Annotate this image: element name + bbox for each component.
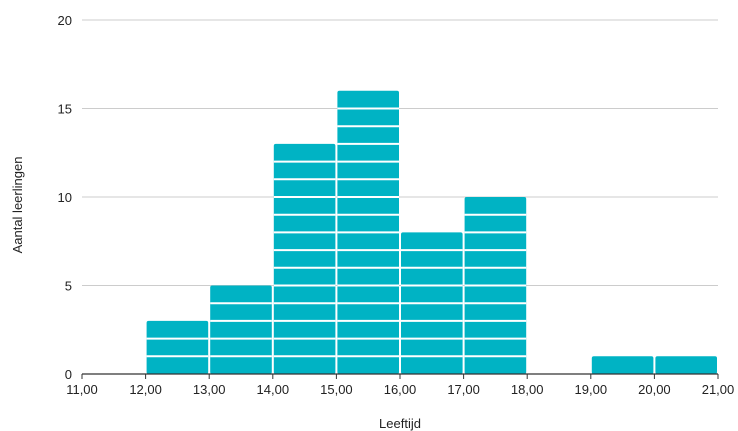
bar-12-13 [146, 320, 209, 374]
axes [81, 373, 719, 379]
x-tick-label: 16,00 [384, 382, 417, 397]
bars [146, 90, 717, 375]
bar-rect [273, 143, 336, 374]
bar-rect [655, 356, 717, 374]
bar-20-21 [655, 356, 717, 374]
x-axis-title: Leeftijd [379, 416, 421, 431]
y-tick-label: 5 [65, 279, 72, 294]
bar-14-15 [273, 143, 336, 374]
bar-rect [591, 356, 654, 374]
x-tick-label: 20,00 [638, 382, 671, 397]
x-tick-label: 14,00 [257, 382, 290, 397]
x-tick-label: 19,00 [575, 382, 608, 397]
bar-16-17 [401, 232, 463, 374]
bar-rect [146, 320, 209, 374]
x-tick-label: 17,00 [447, 382, 480, 397]
bar-17-18 [464, 197, 527, 374]
y-tick-label: 15 [58, 102, 72, 117]
gridlines [82, 19, 718, 286]
x-tick-label: 15,00 [320, 382, 353, 397]
y-tick-label: 20 [58, 13, 72, 28]
x-tick-label: 13,00 [193, 382, 226, 397]
y-axis-title: Aantal leerlingen [10, 157, 25, 254]
y-tick-label: 0 [65, 367, 72, 382]
x-tick-label: 18,00 [511, 382, 544, 397]
x-tick-label: 21,00 [702, 382, 735, 397]
bar-13-14 [210, 285, 272, 374]
bar-15-16 [337, 90, 399, 375]
bar-rect [210, 285, 272, 374]
x-tick-label: 12,00 [129, 382, 162, 397]
y-tick-label: 10 [58, 190, 72, 205]
x-tick-label: 11,00 [66, 382, 98, 397]
tick-labels: 11,00 12,00 13,00 14,00 15,00 16,00 17,00 18,00… [58, 13, 735, 397]
bar-19-20 [591, 356, 654, 374]
